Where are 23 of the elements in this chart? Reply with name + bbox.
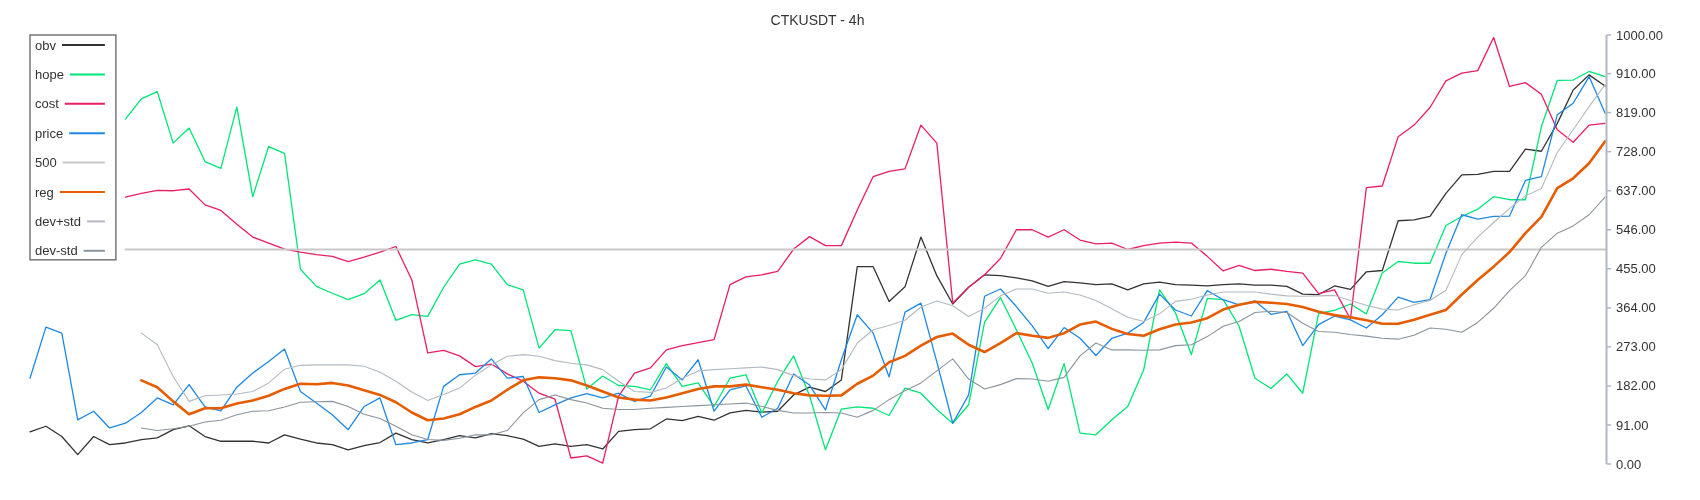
legend-label: cost bbox=[35, 96, 60, 112]
legend-label: dev-std bbox=[35, 243, 78, 259]
y-tick-label: 91.00 bbox=[1616, 417, 1649, 433]
legend-label: price bbox=[35, 125, 64, 141]
y-tick-label: 455.00 bbox=[1616, 261, 1656, 277]
y-tick-label: 819.00 bbox=[1616, 105, 1656, 121]
y-tick-label: 910.00 bbox=[1616, 66, 1656, 82]
y-tick-label: 728.00 bbox=[1616, 144, 1656, 160]
y-tick-label: 0.00 bbox=[1616, 456, 1642, 472]
legend-label: 500 bbox=[35, 155, 57, 171]
legend-label: hope bbox=[35, 66, 64, 82]
legend-label: obv bbox=[35, 37, 57, 53]
y-tick-label: 364.00 bbox=[1616, 300, 1656, 316]
legend-label: reg bbox=[35, 184, 54, 200]
y-tick-label: 273.00 bbox=[1616, 339, 1656, 355]
line-series bbox=[140, 196, 1606, 441]
legend-label: dev+std bbox=[35, 213, 81, 229]
chart-title: CTKUSDT - 4h bbox=[770, 12, 865, 28]
y-tick-label: 1000.00 bbox=[1616, 27, 1663, 43]
y-tick-label: 637.00 bbox=[1616, 183, 1656, 199]
y-tick-label: 546.00 bbox=[1616, 222, 1656, 238]
y-tick-label: 182.00 bbox=[1616, 378, 1656, 394]
line-series bbox=[140, 140, 1607, 422]
